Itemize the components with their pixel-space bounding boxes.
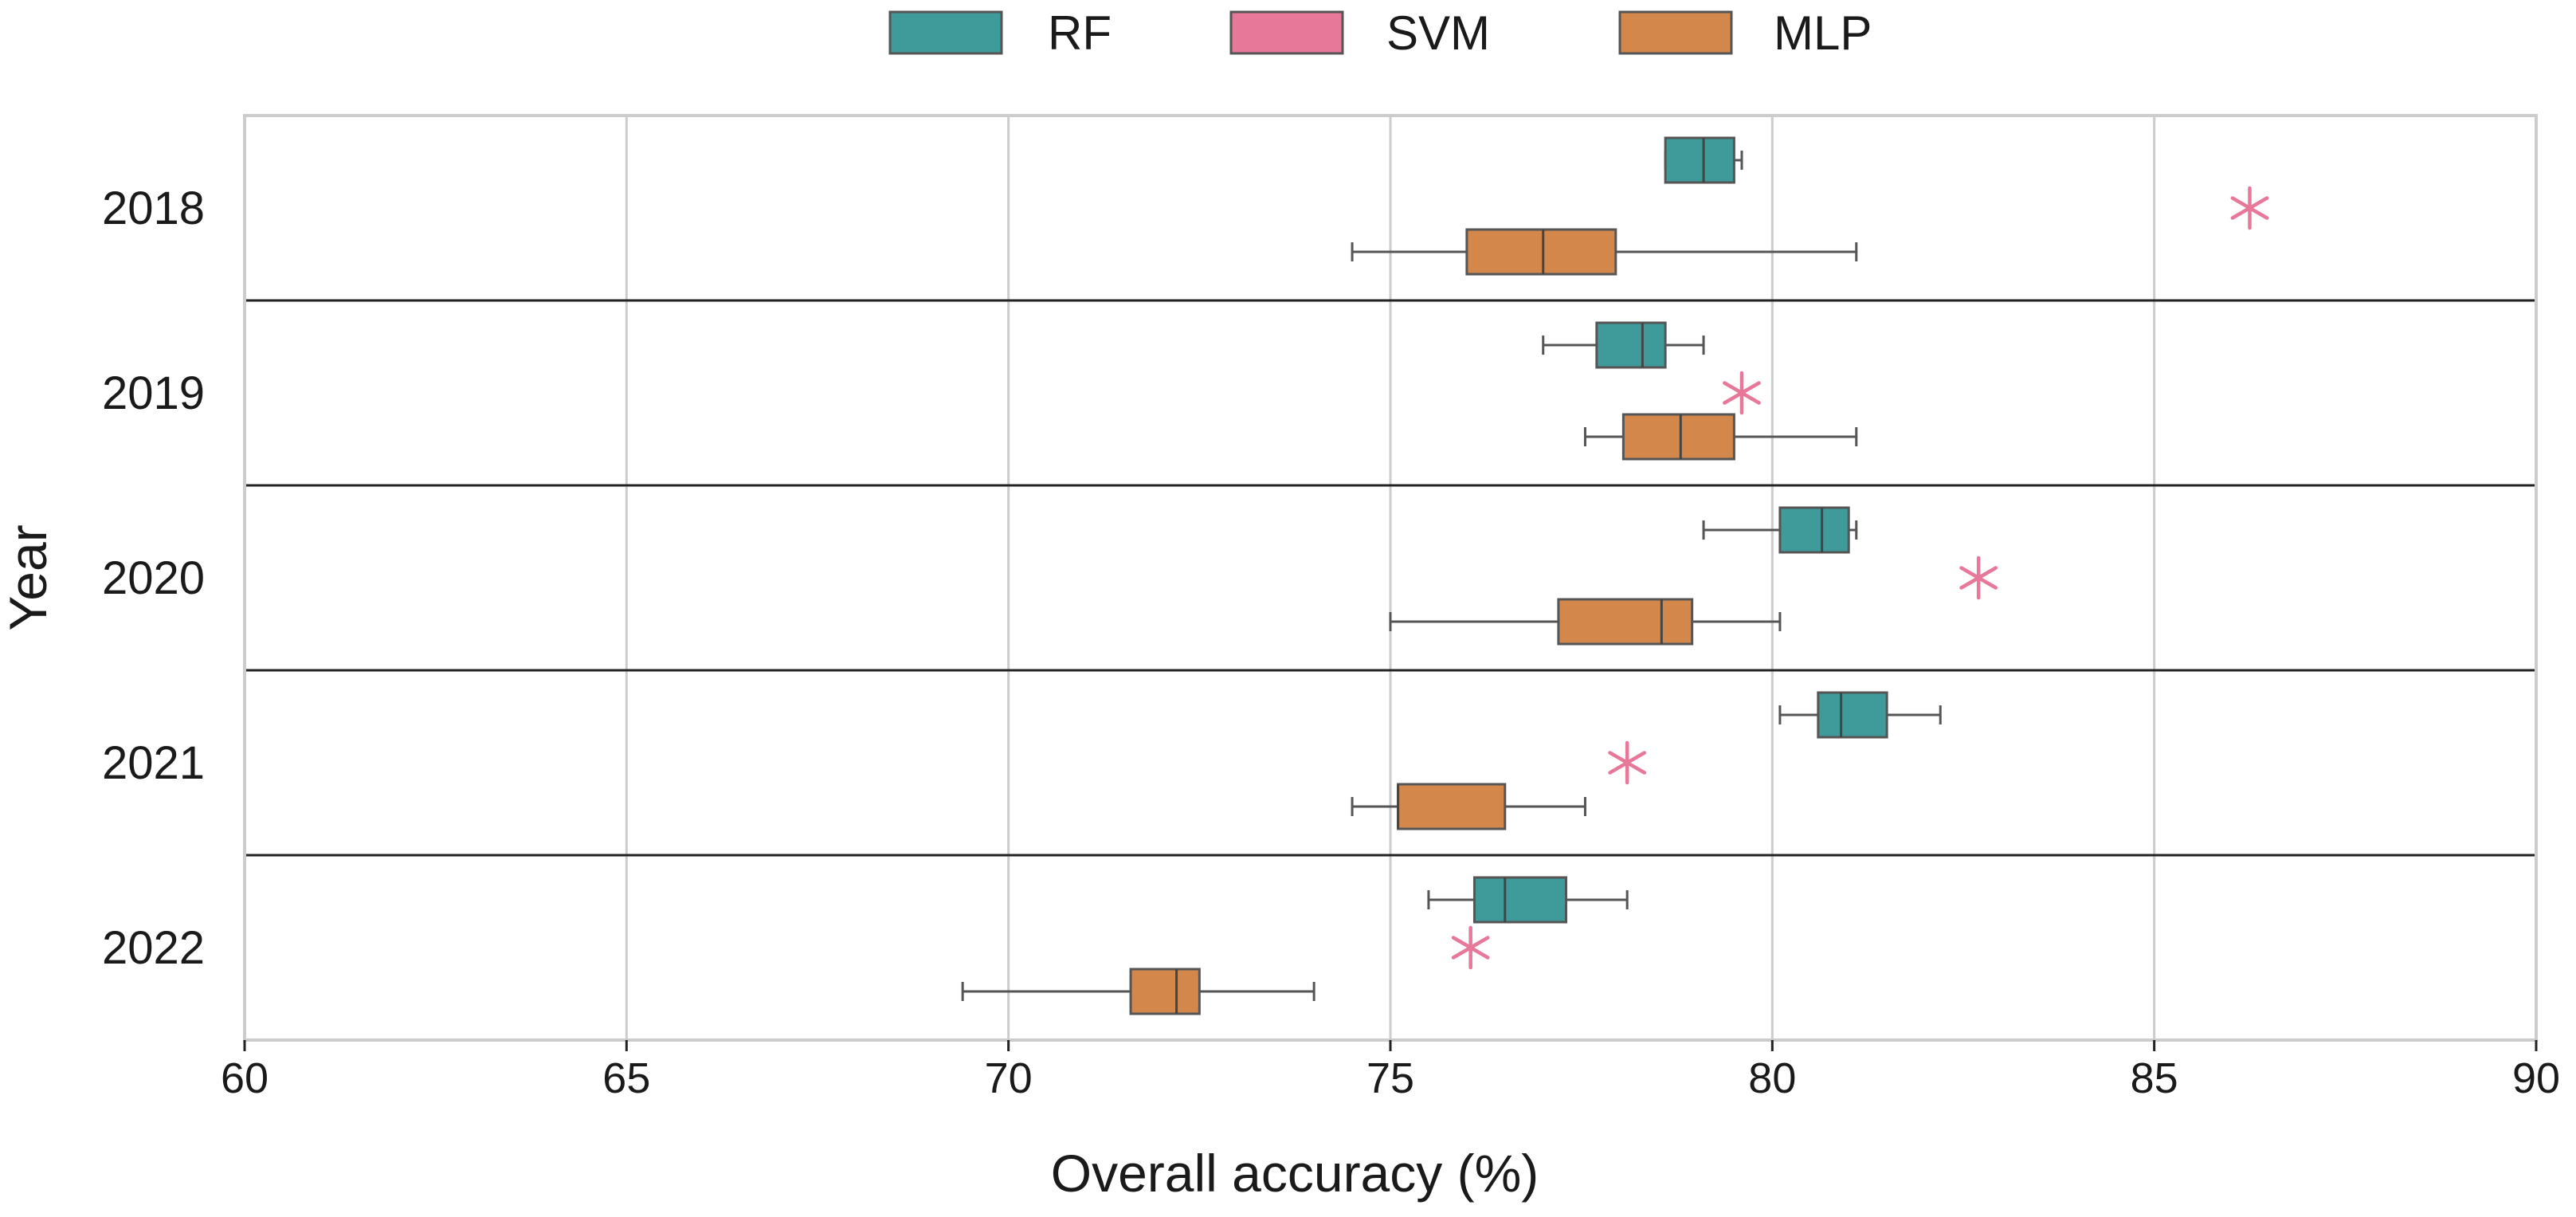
- box-body: [1595, 321, 1667, 369]
- x-tick-label: 85: [2131, 1054, 2178, 1102]
- x-tick-label: 60: [221, 1054, 269, 1102]
- svm-marker-stroke: [1959, 566, 1998, 590]
- x-tick-label: 75: [1366, 1054, 1414, 1102]
- box-body: [1817, 691, 1888, 739]
- separator-layer: [245, 299, 2536, 857]
- y-axis-label: Year: [0, 524, 57, 630]
- mlp-box: [1583, 413, 1858, 461]
- box-body: [1129, 968, 1201, 1015]
- x-tick-label: 90: [2512, 1054, 2560, 1102]
- box-body: [1557, 598, 1694, 646]
- legend-item-rf: RF: [888, 6, 1112, 60]
- svm-marker: [2230, 186, 2269, 230]
- mlp-box: [1351, 783, 1586, 830]
- box-body: [1465, 228, 1617, 276]
- svm-marker-stroke: [1451, 936, 1490, 960]
- legend-item-mlp: MLP: [1618, 6, 1872, 60]
- svm-marker: [1451, 925, 1490, 970]
- svm-marker-stroke: [2230, 196, 2269, 220]
- y-tick-label: 2020: [102, 552, 205, 604]
- rf-box: [1778, 691, 1942, 739]
- rf-box: [1702, 506, 1858, 554]
- legend-label: RF: [1048, 6, 1112, 60]
- rf-box: [1664, 136, 1743, 184]
- rf-box: [1427, 876, 1629, 924]
- legend-layer: RF SVM MLP: [888, 6, 1872, 60]
- y-tick-label: 2021: [102, 737, 205, 789]
- legend-swatch: [888, 10, 1003, 55]
- x-tick-label: 80: [1748, 1054, 1796, 1102]
- mlp-box: [1389, 598, 1782, 646]
- y-tick-label: 2022: [102, 922, 205, 974]
- box-body: [1621, 413, 1735, 461]
- series-layer: [961, 136, 2269, 1015]
- mlp-box: [961, 968, 1315, 1015]
- mlp-box: [1351, 228, 1858, 276]
- axis-layer: 60 65 70 75 80 85 90 2018 2019 2020 2021 2022 Overal…: [0, 183, 2560, 1203]
- y-tick-label: 2018: [102, 183, 205, 234]
- legend-swatch: [1229, 10, 1344, 55]
- svm-marker: [1608, 740, 1647, 785]
- y-tick-label: 2019: [102, 367, 205, 419]
- x-axis-label: Overall accuracy (%): [1051, 1144, 1539, 1203]
- svm-marker: [1959, 556, 1998, 600]
- grid-layer: [243, 116, 2538, 1040]
- box-body: [1778, 506, 1850, 554]
- legend-label: MLP: [1774, 6, 1872, 60]
- svm-marker-stroke: [1608, 751, 1647, 775]
- legend-item-svm: SVM: [1229, 6, 1490, 60]
- box-body: [1472, 876, 1567, 924]
- svm-marker: [1723, 371, 1761, 415]
- box-body: [1664, 136, 1735, 184]
- legend-label: SVM: [1386, 6, 1490, 60]
- rf-box: [1542, 321, 1705, 369]
- x-tick-label: 65: [602, 1054, 650, 1102]
- box-body: [1397, 783, 1507, 830]
- svm-marker-stroke: [1723, 381, 1761, 405]
- legend-swatch: [1618, 10, 1733, 55]
- x-tick-label: 70: [985, 1054, 1033, 1102]
